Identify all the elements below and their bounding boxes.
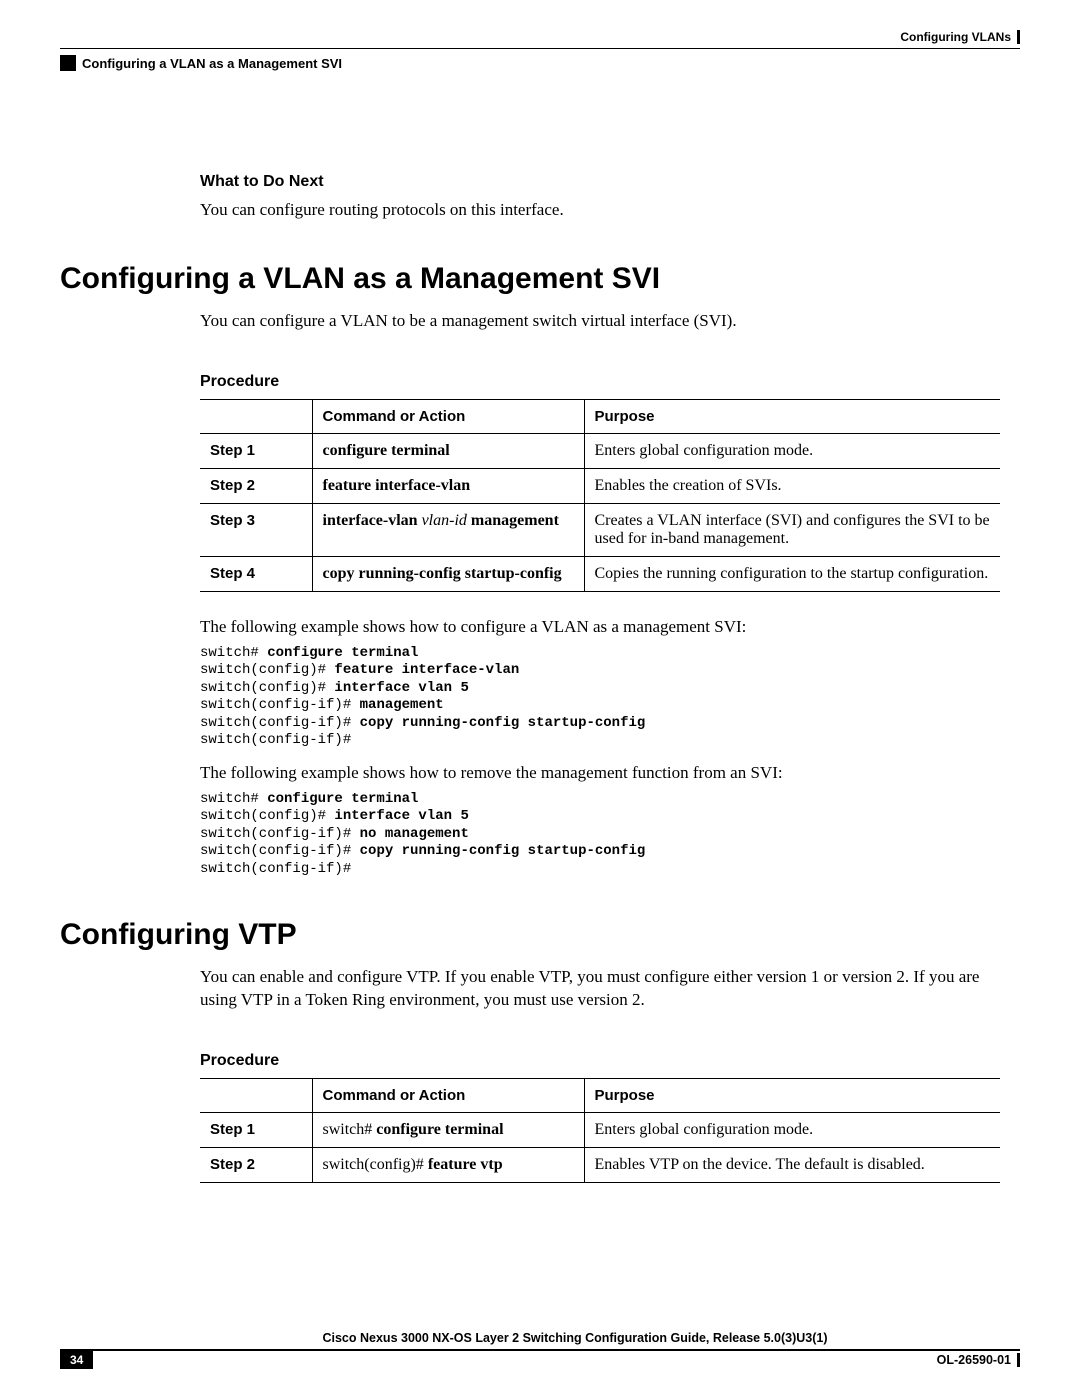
footer-docid: OL-26590-01 bbox=[937, 1353, 1011, 1367]
header-square-icon bbox=[60, 55, 76, 71]
svi-title: Configuring a VLAN as a Management SVI bbox=[60, 262, 1020, 296]
purpose: Copies the running configuration to the … bbox=[584, 556, 1000, 591]
svi-procedure-table: Command or Action Purpose Step 1 configu… bbox=[200, 399, 1000, 592]
what-next-heading: What to Do Next bbox=[200, 173, 1000, 191]
th-cmd: Command or Action bbox=[312, 399, 584, 433]
table-row: Step 1 configure terminal Enters global … bbox=[200, 433, 1000, 468]
running-header: Configuring VLANs bbox=[60, 30, 1020, 49]
th-purpose: Purpose bbox=[584, 399, 1000, 433]
page: Configuring VLANs Configuring a VLAN as … bbox=[0, 0, 1080, 1397]
th-blank bbox=[200, 1079, 312, 1113]
purpose: Enables VTP on the device. The default i… bbox=[584, 1148, 1000, 1183]
step-label: Step 1 bbox=[210, 442, 255, 459]
table-row: Step 2 feature interface-vlan Enables th… bbox=[200, 468, 1000, 503]
page-number: 34 bbox=[60, 1351, 93, 1369]
table-row: Step 4 copy running-config startup-confi… bbox=[200, 556, 1000, 591]
purpose: Enters global configuration mode. bbox=[584, 1113, 1000, 1148]
svi-intro: You can configure a VLAN to be a managem… bbox=[200, 310, 1000, 333]
step-label: Step 4 bbox=[210, 565, 255, 582]
cmd-prefix: switch# bbox=[323, 1121, 377, 1138]
th-purpose: Purpose bbox=[584, 1079, 1000, 1113]
svi-example1-intro: The following example shows how to confi… bbox=[200, 616, 1000, 639]
cmd: interface-vlan bbox=[323, 512, 422, 529]
header-bar-icon bbox=[1017, 30, 1020, 44]
svi-code2: switch# configure terminal switch(config… bbox=[200, 791, 1000, 879]
cmd-suffix: management bbox=[467, 512, 559, 529]
cmd: feature interface-vlan bbox=[323, 477, 471, 494]
cmd: feature vtp bbox=[428, 1156, 503, 1173]
vtp-intro: You can enable and configure VTP. If you… bbox=[200, 966, 1000, 1012]
purpose: Enters global configuration mode. bbox=[584, 433, 1000, 468]
step-label: Step 2 bbox=[210, 477, 255, 494]
section-label: Configuring a VLAN as a Management SVI bbox=[82, 56, 342, 71]
page-footer: Cisco Nexus 3000 NX-OS Layer 2 Switching… bbox=[60, 1331, 1020, 1369]
header-mark-row: Configuring a VLAN as a Management SVI bbox=[60, 55, 1020, 71]
svi-block: You can configure a VLAN to be a managem… bbox=[200, 310, 1000, 878]
vtp-title: Configuring VTP bbox=[60, 918, 1020, 952]
table-row: Step 3 interface-vlan vlan-id management… bbox=[200, 503, 1000, 556]
table-row: Step 1 switch# configure terminal Enters… bbox=[200, 1113, 1000, 1148]
purpose: Enables the creation of SVIs. bbox=[584, 468, 1000, 503]
svi-example2-intro: The following example shows how to remov… bbox=[200, 762, 1000, 785]
step-label: Step 1 bbox=[210, 1121, 255, 1138]
th-cmd: Command or Action bbox=[312, 1079, 584, 1113]
step-label: Step 2 bbox=[210, 1156, 255, 1173]
cmd: copy running-config startup-config bbox=[323, 565, 562, 582]
chapter-label: Configuring VLANs bbox=[900, 30, 1011, 44]
vtp-procedure-table: Command or Action Purpose Step 1 switch#… bbox=[200, 1078, 1000, 1183]
vtp-block: You can enable and configure VTP. If you… bbox=[200, 966, 1000, 1183]
th-blank bbox=[200, 399, 312, 433]
svi-procedure-label: Procedure bbox=[200, 373, 1000, 391]
purpose: Creates a VLAN interface (SVI) and confi… bbox=[584, 503, 1000, 556]
cmd: configure terminal bbox=[323, 442, 450, 459]
step-label: Step 3 bbox=[210, 512, 255, 529]
cmd-prefix: switch(config)# bbox=[323, 1156, 428, 1173]
vtp-procedure-label: Procedure bbox=[200, 1052, 1000, 1070]
what-next-text: You can configure routing protocols on t… bbox=[200, 199, 1000, 222]
svi-code1: switch# configure terminal switch(config… bbox=[200, 645, 1000, 750]
footer-bar-icon bbox=[1017, 1353, 1020, 1367]
cmd-arg: vlan-id bbox=[422, 512, 467, 529]
table-row: Step 2 switch(config)# feature vtp Enabl… bbox=[200, 1148, 1000, 1183]
what-next-block: What to Do Next You can configure routin… bbox=[200, 173, 1000, 222]
footer-guide: Cisco Nexus 3000 NX-OS Layer 2 Switching… bbox=[60, 1331, 1020, 1345]
cmd: configure terminal bbox=[376, 1121, 503, 1138]
